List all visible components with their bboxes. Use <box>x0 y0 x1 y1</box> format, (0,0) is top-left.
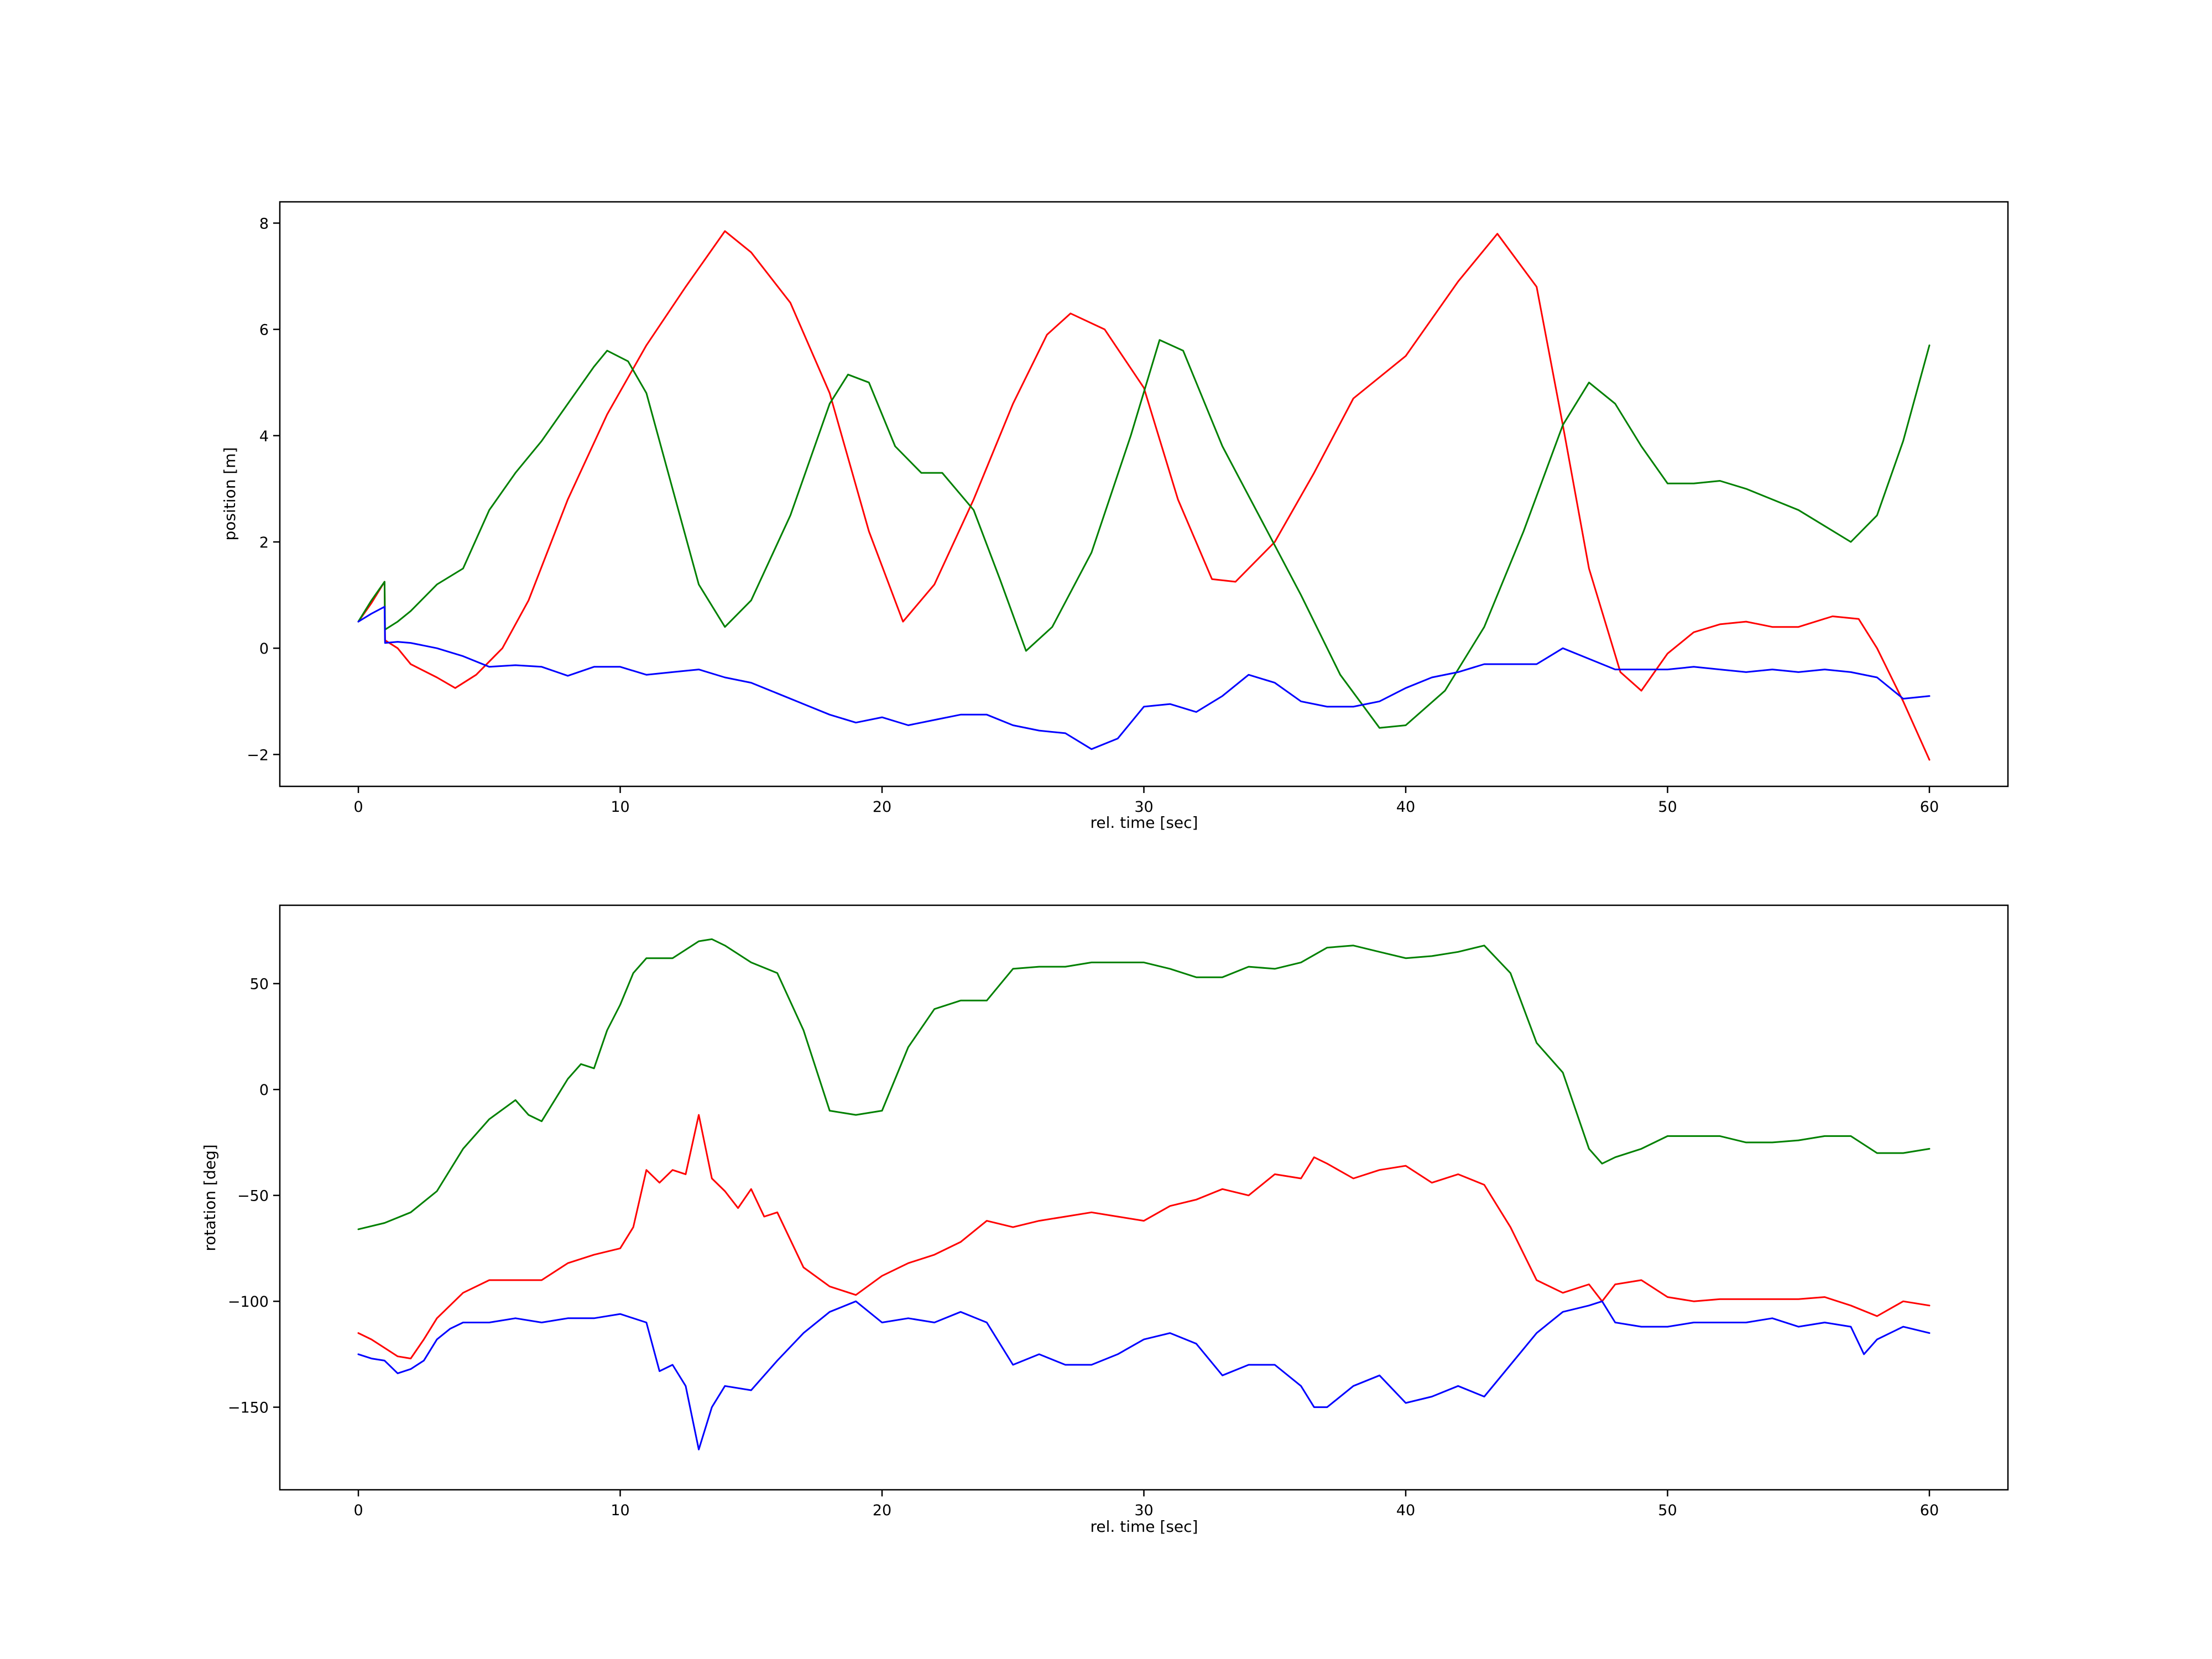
position-x-tick-label: 50 <box>1658 799 1677 816</box>
position-y-tick-label: 4 <box>259 428 269 445</box>
rotation-y-tick-label: 50 <box>250 976 269 993</box>
position-blue-series-line <box>357 606 1931 750</box>
position-x-tick-label: 20 <box>873 799 891 816</box>
rotation-chart: 0 10 20 30 40 50 60 −150 −100 −50 0 50 rel. time [s… <box>201 904 2009 1536</box>
rotation-y-tick-label: 0 <box>259 1082 269 1099</box>
rotation-y-tick-label: −50 <box>237 1188 269 1205</box>
position-y-tick-label: 2 <box>259 534 269 551</box>
position-x-tick-label: 10 <box>611 799 629 816</box>
position-y-tick-label: 0 <box>259 640 269 658</box>
rotation-y-tick-label: −100 <box>228 1293 269 1311</box>
position-red-series-line <box>357 230 1931 761</box>
position-y-axis-label: position [m] <box>221 447 239 541</box>
rotation-blue-series-line <box>357 1300 1931 1451</box>
position-y-tick-label: −2 <box>247 747 269 764</box>
rotation-x-tick-label: 50 <box>1658 1502 1677 1519</box>
position-series-group <box>357 230 1931 761</box>
rotation-y-axis-label: rotation [deg] <box>201 1144 219 1251</box>
position-x-tick-label: 60 <box>1920 799 1939 816</box>
rotation-y-tick-label: −150 <box>228 1400 269 1417</box>
position-chart: 0 10 20 30 40 50 60 −2 0 2 4 6 8 rel. time [sec] pos… <box>221 201 2009 832</box>
position-plot-area: 0 10 20 30 40 50 60 −2 0 2 4 6 8 <box>247 201 2009 816</box>
rotation-x-tick-label: 10 <box>611 1502 629 1519</box>
position-green-series-line <box>357 339 1931 729</box>
position-x-tick-label: 40 <box>1396 799 1415 816</box>
rotation-x-axis-label: rel. time [sec] <box>1091 1517 1198 1536</box>
rotation-x-tick-label: 40 <box>1396 1502 1415 1519</box>
rotation-x-tick-label: 0 <box>353 1502 363 1519</box>
position-y-tick-label: 8 <box>259 215 269 232</box>
position-x-tick-label: 0 <box>353 799 363 816</box>
rotation-x-tick-label: 30 <box>1134 1502 1153 1519</box>
rotation-red-series-line <box>357 1114 1931 1360</box>
rotation-x-tick-label: 20 <box>873 1502 891 1519</box>
rotation-series-group <box>357 938 1931 1451</box>
rotation-plot-area: 0 10 20 30 40 50 60 −150 −100 −50 0 50 <box>228 904 2009 1519</box>
position-y-tick-label: 6 <box>259 322 269 339</box>
rotation-green-series-line <box>357 938 1931 1230</box>
rotation-x-tick-label: 60 <box>1920 1502 1939 1519</box>
position-x-tick-label: 30 <box>1134 799 1153 816</box>
position-x-axis-label: rel. time [sec] <box>1091 813 1198 832</box>
